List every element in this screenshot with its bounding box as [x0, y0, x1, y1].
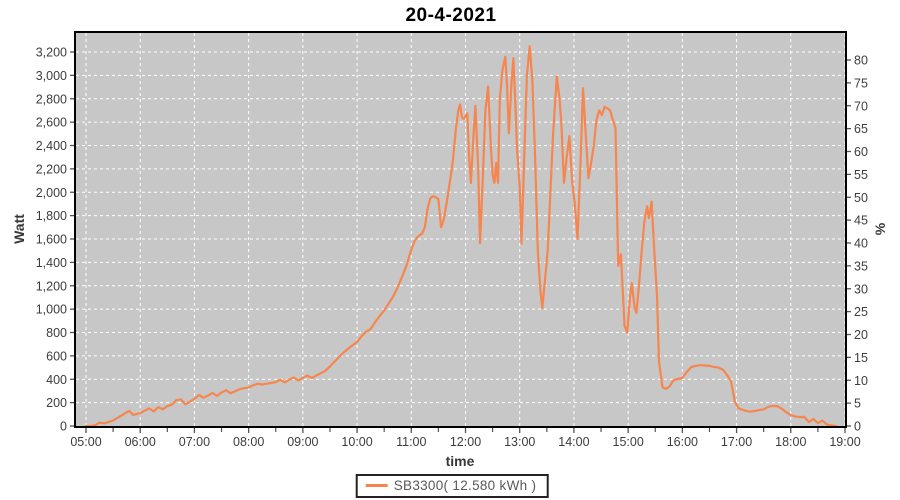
x-tick-label: 10:00	[341, 435, 372, 449]
y-right-tick-label: 75	[854, 76, 868, 90]
y-left-tick-label: 0	[60, 420, 67, 434]
y-left-tick-label: 3,200	[36, 46, 67, 60]
y-right-tick-label: 15	[854, 351, 868, 365]
x-tick-label: 05:00	[70, 435, 101, 449]
series-line	[84, 45, 838, 428]
y-right-tick-label: 50	[854, 191, 868, 205]
y-right-tick-label: 70	[854, 99, 868, 113]
x-tick-label: 08:00	[233, 435, 264, 449]
y-axis-title-left: Watt	[11, 214, 27, 244]
x-tick-label: 06:00	[125, 435, 156, 449]
y-right-tick-label: 40	[854, 237, 868, 251]
y-axis-title-right: %	[872, 222, 888, 236]
y-right-tick-label: 80	[854, 54, 868, 68]
y-right-tick-label: 5	[854, 397, 861, 411]
y-left-tick-label: 1,600	[36, 233, 67, 247]
x-tick-label: 07:00	[179, 435, 210, 449]
y-left-tick-label: 2,000	[36, 186, 67, 200]
y-left-tick-label: 600	[46, 349, 67, 363]
x-tick-label: 15:00	[613, 435, 644, 449]
legend-label: SB3300( 12.580 kWh )	[393, 478, 537, 493]
x-tick-label: 17:00	[721, 435, 752, 449]
x-tick-label: 14:00	[558, 435, 589, 449]
y-left-tick-label: 2,800	[36, 92, 67, 106]
y-left-tick-label: 800	[46, 326, 67, 340]
y-left-tick-label: 2,600	[36, 116, 67, 130]
x-tick-label: 18:00	[775, 435, 806, 449]
y-right-tick-label: 55	[854, 168, 868, 182]
y-left-tick-label: 200	[46, 396, 67, 410]
y-left-tick-label: 1,400	[36, 256, 67, 270]
y-left-tick-label: 1,800	[36, 209, 67, 223]
plot-border	[74, 31, 847, 428]
x-tick-label: 19:00	[829, 435, 860, 449]
y-right-tick-label: 25	[854, 305, 868, 319]
y-right-tick-label: 65	[854, 122, 868, 136]
x-tick-label: 13:00	[504, 435, 535, 449]
legend-box: SB3300( 12.580 kWh )	[355, 474, 549, 498]
x-tick-label: 09:00	[287, 435, 318, 449]
legend-line-swatch	[365, 484, 388, 487]
y-left-tick-label: 400	[46, 373, 67, 387]
chart-canvas: 02004006008001,0001,2001,4001,6001,8002,…	[36, 31, 868, 449]
x-tick-label: 11:00	[396, 435, 426, 449]
y-right-tick-label: 35	[854, 259, 868, 273]
y-left-tick-label: 3,000	[36, 69, 67, 83]
y-right-tick-label: 20	[854, 328, 868, 342]
x-tick-label: 12:00	[450, 435, 481, 449]
y-right-tick-label: 30	[854, 282, 868, 296]
x-axis-title: time	[445, 453, 475, 469]
chart-title: 20-4-2021	[405, 5, 497, 26]
y-left-tick-label: 1,200	[36, 279, 67, 293]
plot-area	[76, 33, 845, 426]
y-right-tick-label: 60	[854, 145, 868, 159]
y-left-tick-label: 2,400	[36, 139, 67, 153]
y-right-tick-label: 0	[854, 420, 861, 434]
y-right-tick-label: 45	[854, 214, 868, 228]
y-left-tick-label: 2,200	[36, 162, 67, 176]
y-right-tick-label: 10	[854, 374, 868, 388]
x-tick-label: 16:00	[667, 435, 698, 449]
y-left-tick-label: 1,000	[36, 303, 67, 317]
